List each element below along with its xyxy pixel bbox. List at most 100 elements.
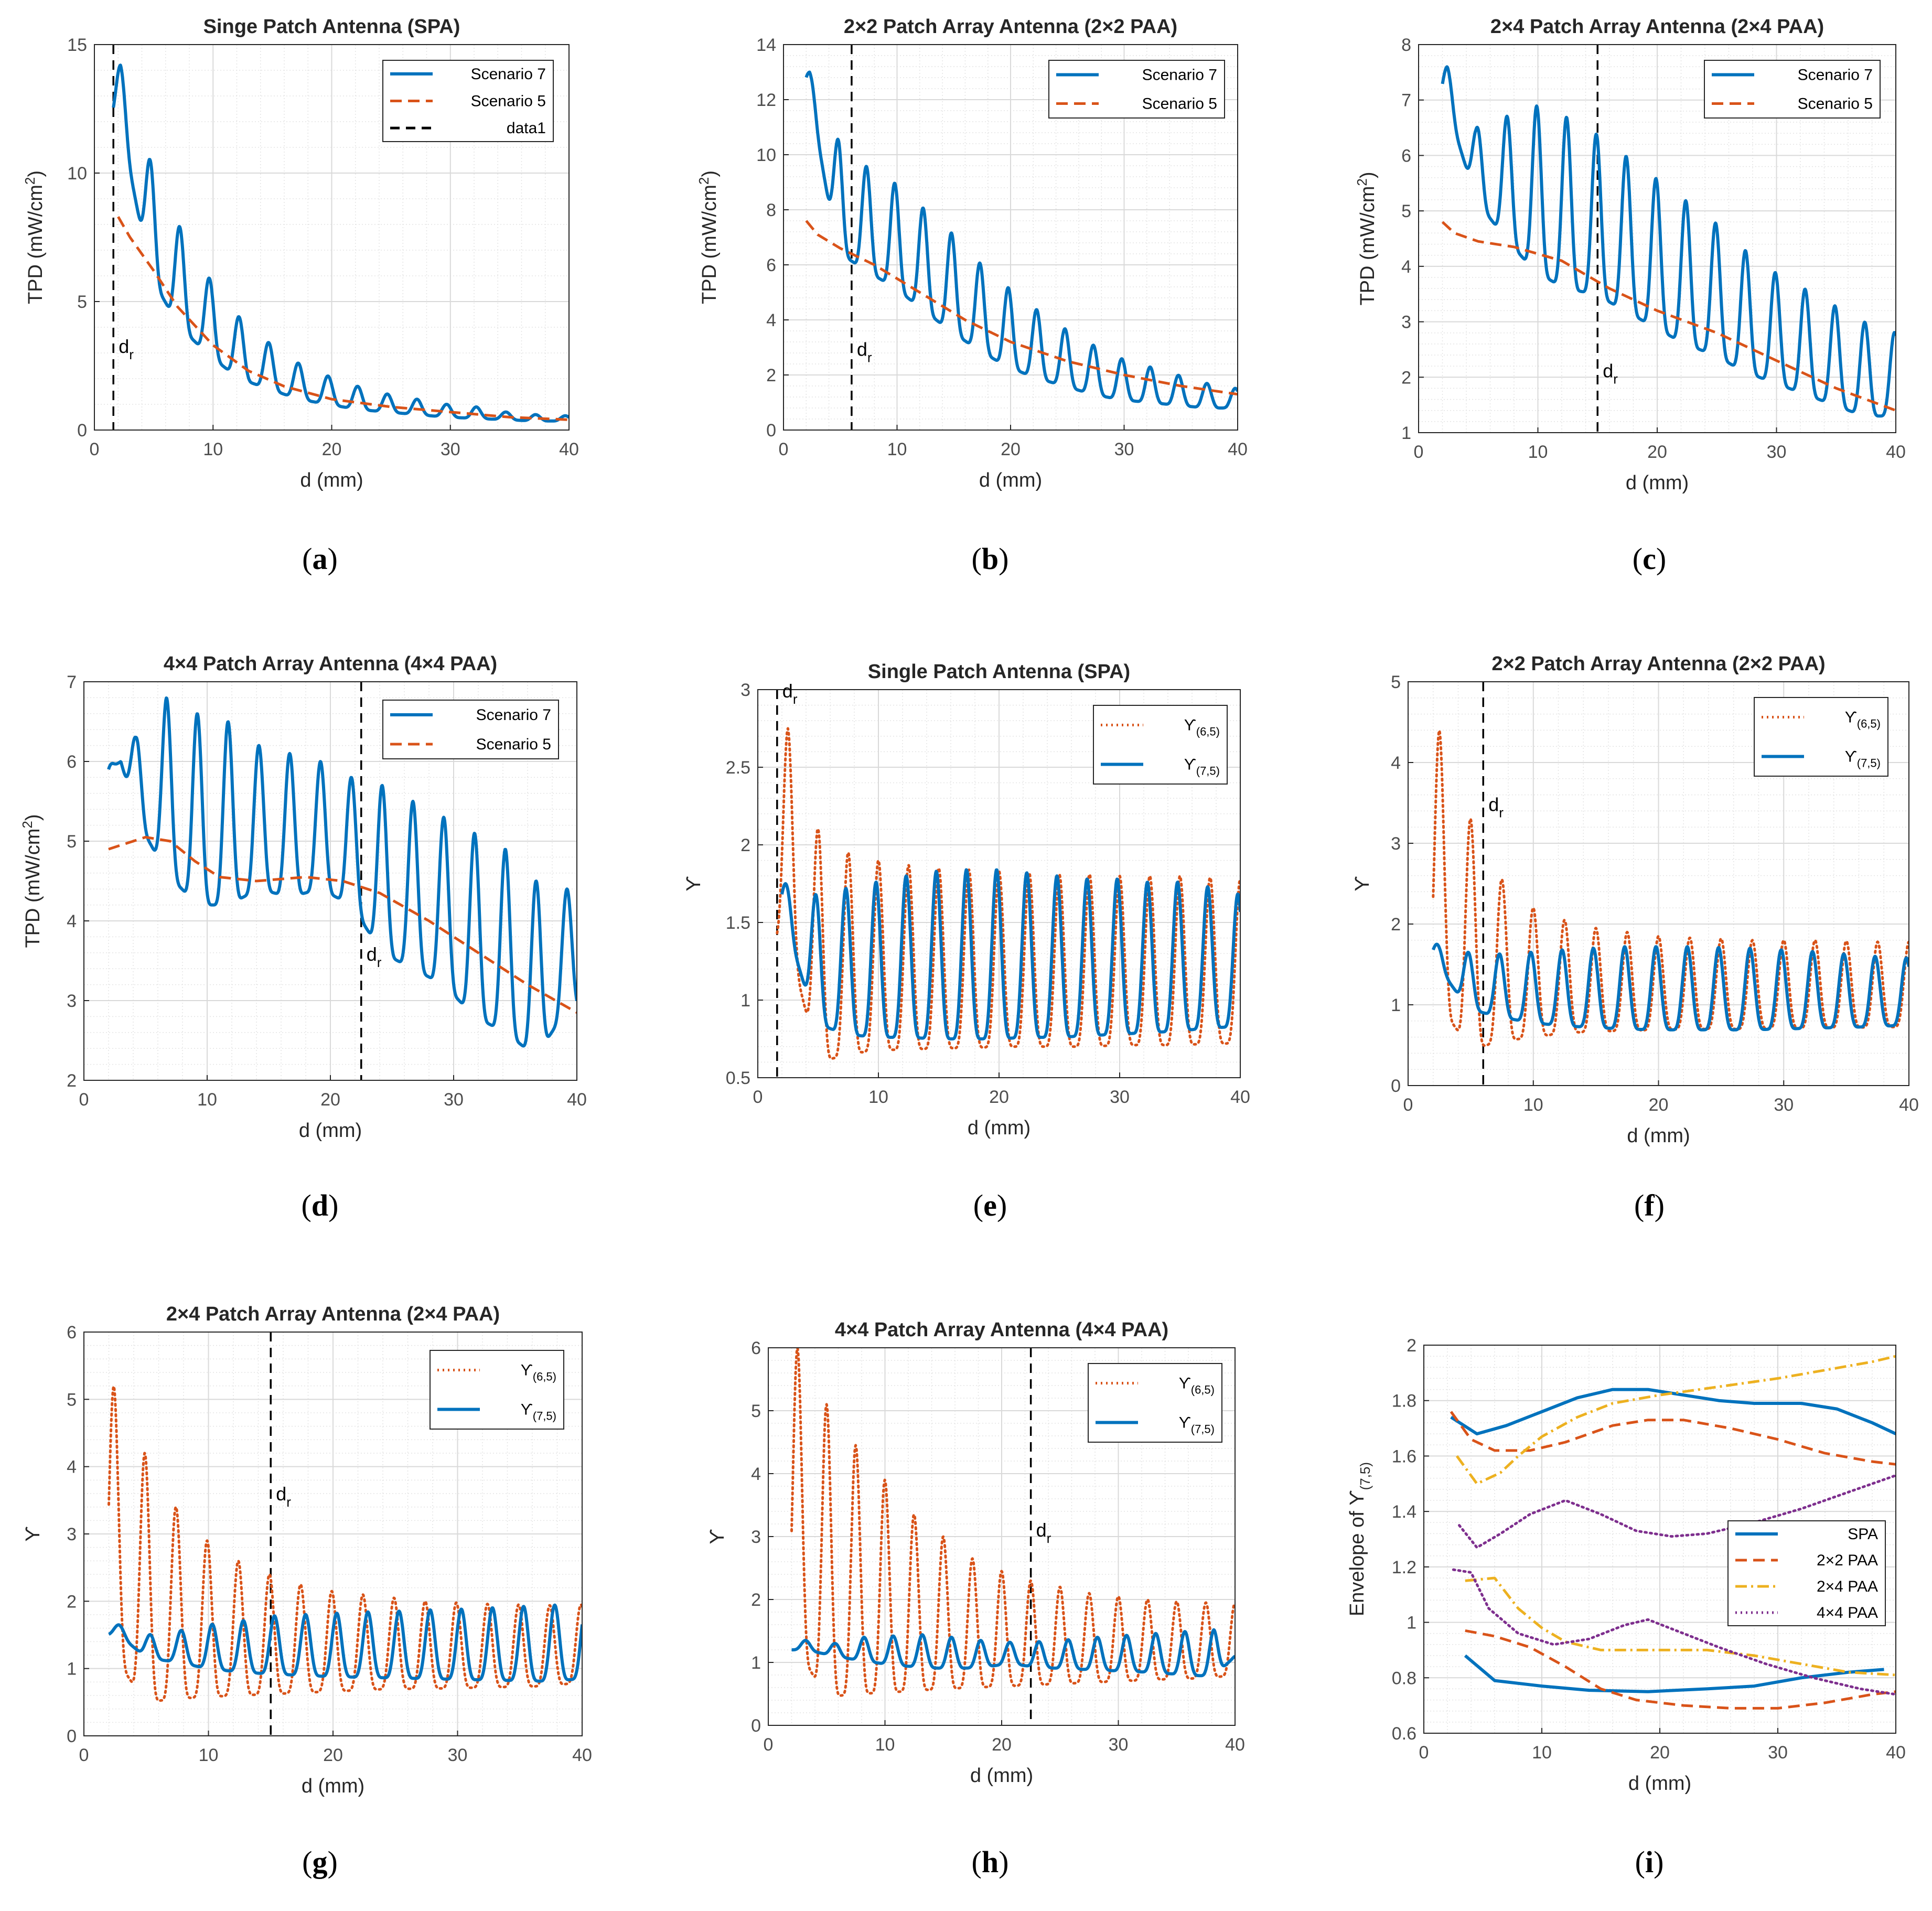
x-tick-label: 20 [1647, 442, 1667, 462]
legend-box [1088, 1363, 1222, 1443]
chart-title: 2×2 Patch Array Antenna (2×2 PAA) [844, 16, 1177, 38]
y-tick-label: 5 [67, 1390, 77, 1410]
y-tick-label: 10 [67, 164, 87, 184]
y-tick-label: 4 [1391, 753, 1401, 773]
x-tick-label: 30 [1114, 439, 1134, 459]
legend-label: Scenario 7 [1798, 67, 1873, 84]
y-tick-label: 4 [766, 310, 776, 330]
y-tick-label: 2 [1401, 368, 1411, 388]
x-tick-label: 0 [1403, 1095, 1413, 1115]
y-axis-label: TPD (mW/cm2) [1354, 171, 1379, 305]
chart-title: 2×4 Patch Array Antenna (2×4 PAA) [1490, 16, 1824, 38]
series-line-scenario-7 [1441, 65, 1896, 418]
series-line--7-5- [1432, 942, 1909, 1032]
y-tick-label: 0.5 [726, 1068, 750, 1088]
y-tick-label: 2 [1407, 1336, 1416, 1356]
y-tick-label: 0 [751, 1716, 761, 1736]
y-tick-label: 5 [77, 292, 87, 312]
y-tick-label: 3 [1401, 313, 1411, 332]
legend-box [1754, 697, 1888, 777]
y-tick-label: 10 [756, 145, 776, 165]
chart-panel-i: 0 10 20 30 40 0.6 0.8 1 1.2 1.4 1.6 1.8 2 d (mm) Envel… [1346, 1336, 1906, 1879]
series-line-scenario-5 [108, 835, 577, 1014]
x-tick-label: 0 [764, 1735, 774, 1755]
series-line-spa [1450, 1388, 1896, 1436]
x-tick-label: 30 [1109, 1735, 1129, 1755]
y-tick-label: 1.4 [1392, 1502, 1416, 1522]
legend: ϒ(6,5) ϒ(7,5) [1093, 705, 1228, 785]
y-tick-label: 5 [67, 832, 77, 852]
y-tick-label: 7 [67, 672, 77, 692]
series-group [1450, 1355, 1896, 1710]
y-tick-label: 6 [1401, 146, 1411, 166]
x-tick-label: 0 [79, 1745, 89, 1765]
legend-box [430, 1350, 564, 1430]
x-axis-label: d (mm) [300, 469, 363, 491]
series-group [776, 690, 1240, 1078]
y-axis-label: TPD (mW/cm2) [19, 814, 44, 948]
y-tick-label: 1.8 [1392, 1391, 1416, 1411]
y-tick-label: 1 [1391, 995, 1401, 1015]
y-axis-label: TPD (mW/cm2) [696, 170, 721, 304]
x-tick-label: 40 [1225, 1735, 1245, 1755]
series-line-scenario-7 [112, 63, 569, 423]
x-tick-label: 0 [1414, 442, 1424, 462]
x-axis-label: d (mm) [1626, 472, 1689, 494]
panel-caption: (g) [302, 1845, 338, 1879]
legend: ϒ(6,5) ϒ(7,5) [1754, 697, 1888, 777]
y-axis-label: Envelope of ϒ(7,5) [1346, 1462, 1373, 1616]
chart-panel-a: 0 10 20 30 40 0 5 10 15 Singe Patch Antenna (SPA)… [22, 16, 579, 576]
series-group [1432, 682, 1909, 1086]
chart-title: 2×2 Patch Array Antenna (2×2 PAA) [1491, 653, 1825, 675]
y-tick-label: 4 [67, 911, 77, 931]
legend-box [1093, 705, 1228, 785]
chart-panel-c: 0 10 20 30 40 1 2 3 4 5 6 7 8 2×4 Patch Array Antenna… [1354, 16, 1906, 576]
x-tick-label: 0 [79, 1090, 89, 1110]
y-tick-label: 8 [1401, 35, 1411, 55]
chart-title: Single Patch Antenna (SPA) [868, 661, 1130, 683]
y-tick-label: 12 [756, 90, 776, 110]
chart-title: 4×4 Patch Array Antenna (4×4 PAA) [164, 653, 497, 675]
legend-label: data1 [507, 120, 546, 137]
y-tick-label: 2.5 [726, 758, 750, 778]
y-tick-label: 2 [751, 1590, 761, 1610]
y-tick-label: 3 [67, 991, 77, 1011]
series-line-scenario-7 [804, 70, 1238, 410]
y-tick-label: 6 [766, 255, 776, 275]
y-axis-label: ϒ [1351, 876, 1373, 891]
dr-marker-label: dr [1488, 793, 1504, 820]
panel-caption: (b) [972, 542, 1009, 576]
x-tick-label: 20 [989, 1087, 1009, 1107]
legend-label: ϒ(6,5) [521, 1362, 556, 1383]
y-tick-label: 0 [77, 421, 87, 441]
legend-label: Scenario 5 [1798, 95, 1873, 113]
y-tick-label: 5 [1401, 201, 1411, 221]
x-tick-label: 10 [1528, 442, 1548, 462]
series-line-4-4-paa [1458, 1474, 1896, 1549]
panel-caption: (c) [1633, 542, 1666, 576]
legend-box [1048, 60, 1225, 119]
y-tick-label: 0.6 [1392, 1724, 1416, 1744]
x-tick-label: 10 [868, 1087, 888, 1107]
y-tick-label: 1.5 [726, 913, 750, 933]
x-tick-label: 20 [322, 439, 342, 459]
y-tick-label: 3 [67, 1524, 77, 1544]
dr-marker-label: dr [782, 680, 798, 707]
y-tick-label: 8 [766, 200, 776, 220]
legend-label: ϒ(6,5) [1845, 709, 1881, 731]
series-group [107, 682, 577, 1080]
y-tick-label: 6 [751, 1338, 761, 1358]
series-line-2-2-paa [1465, 1629, 1896, 1710]
series-line-scenario-5 [805, 220, 1238, 396]
x-tick-label: 10 [1532, 1743, 1552, 1763]
chart-title: 2×4 Patch Array Antenna (2×4 PAA) [166, 1303, 500, 1325]
y-tick-label: 1 [751, 1653, 761, 1673]
chart-title: Singe Patch Antenna (SPA) [203, 16, 460, 38]
x-tick-label: 30 [441, 439, 460, 459]
y-tick-label: 3 [1391, 834, 1401, 854]
x-tick-label: 20 [1650, 1743, 1670, 1763]
x-tick-label: 10 [875, 1735, 895, 1755]
x-tick-label: 30 [1768, 1743, 1788, 1763]
chart-panel-b: 0 10 20 30 40 0 2 4 6 8 10 12 14 2×2 Patch Array Ante… [696, 16, 1248, 576]
